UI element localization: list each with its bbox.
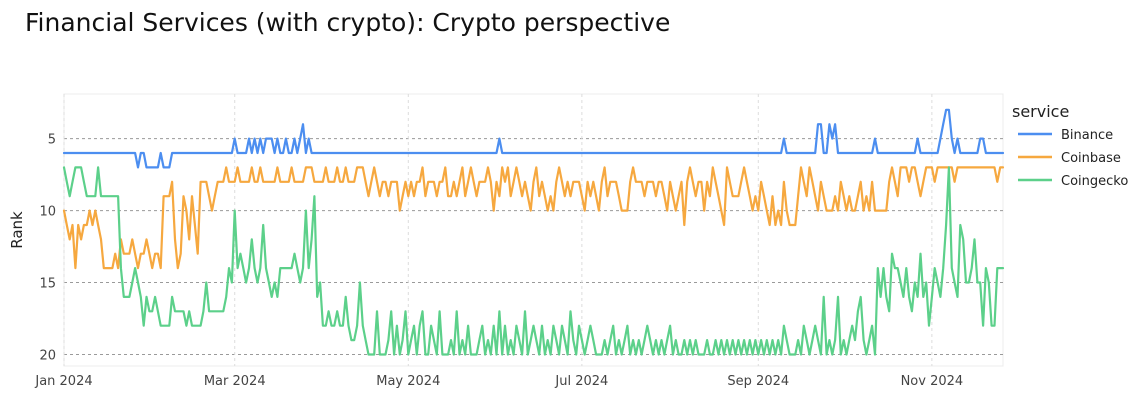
chart-title: Financial Services (with crypto): Crypto… <box>25 8 671 37</box>
legend: service Binance Coinbase Coingecko <box>1012 102 1128 189</box>
y-tick-label: 10 <box>39 205 56 220</box>
x-tick-label: Sep 2024 <box>727 374 789 389</box>
legend-title: service <box>1012 102 1069 121</box>
x-tick-label: Jul 2024 <box>554 374 608 389</box>
y-axis-ticks: 5 10 15 20 <box>39 133 56 364</box>
y-tick-label: 20 <box>39 348 56 363</box>
y-tick-label: 15 <box>39 277 56 292</box>
series-lines <box>62 108 1005 356</box>
series-line-coingecko <box>62 166 1005 356</box>
legend-label-binance: Binance <box>1061 128 1113 143</box>
plot-frame <box>63 93 1004 367</box>
legend-label-coinbase: Coinbase <box>1061 151 1121 166</box>
y-axis-label: Rank <box>8 211 26 249</box>
x-tick-label: May 2024 <box>376 374 440 389</box>
x-tick-label: Jan 2024 <box>34 374 92 389</box>
x-axis-ticks: Jan 2024 Mar 2024 May 2024 Jul 2024 Sep 2024… <box>34 374 963 389</box>
series-line-binance <box>62 108 1005 169</box>
legend-label-coingecko: Coingecko <box>1061 174 1128 189</box>
series-line-coinbase <box>62 166 1005 270</box>
x-tick-label: Mar 2024 <box>204 374 266 389</box>
x-tick-label: Nov 2024 <box>901 374 964 389</box>
y-tick-label: 5 <box>48 133 56 148</box>
